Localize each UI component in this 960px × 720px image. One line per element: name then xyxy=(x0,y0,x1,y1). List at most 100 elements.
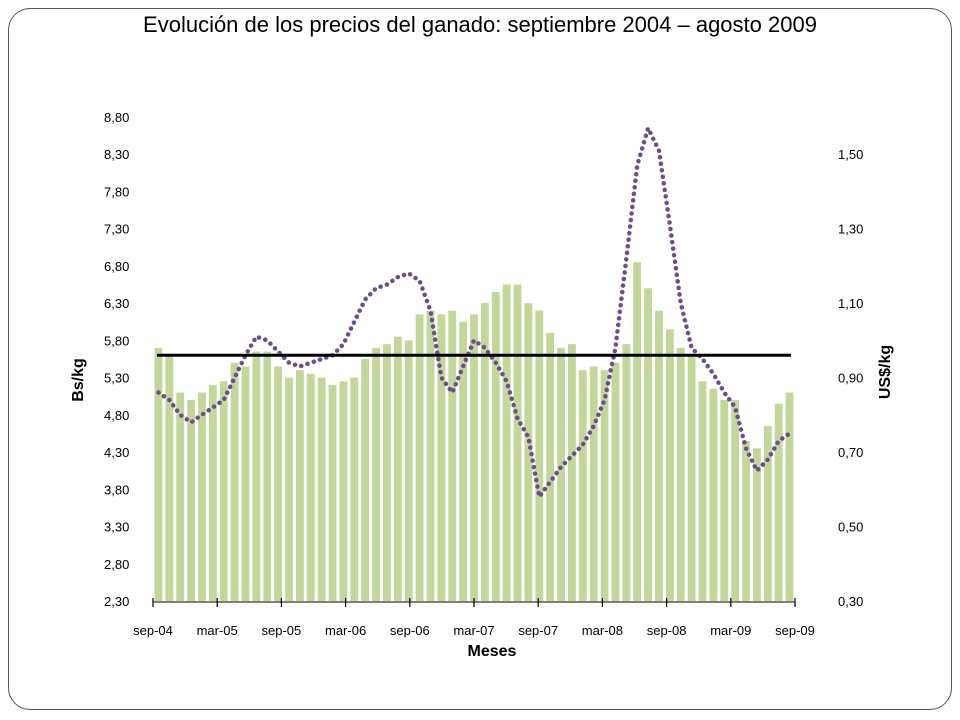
bar xyxy=(208,385,217,601)
bar xyxy=(589,366,598,601)
y-left-tick-label: 5,80 xyxy=(104,333,129,348)
bar xyxy=(557,347,565,601)
y-left-tick-label: 6,30 xyxy=(104,296,129,311)
y-right-ticks: 0,30 0,50 0,70 0,90 1,10 1,30 1,50 xyxy=(838,147,863,609)
y-left-tick-label: 3,30 xyxy=(104,520,129,535)
chart-title: Evolución de los precios del ganado: sep… xyxy=(143,12,817,37)
bar xyxy=(404,340,413,601)
bar xyxy=(230,362,239,601)
bar xyxy=(241,366,250,601)
bar xyxy=(165,355,174,601)
bar xyxy=(263,351,272,601)
y-left-tick-label: 5,30 xyxy=(104,371,129,386)
bar xyxy=(285,377,293,601)
bar xyxy=(437,314,446,601)
bar xyxy=(176,392,185,601)
x-ticks: sep-04 mar-05 sep-05 mar-06 sep-06 mar-07 sep-… xyxy=(133,598,815,638)
y-left-tick-label: 2,80 xyxy=(104,557,129,572)
x-tick-label: mar-06 xyxy=(325,623,366,638)
bar xyxy=(198,392,206,601)
bar xyxy=(644,288,653,601)
bar xyxy=(350,377,359,601)
bar xyxy=(480,303,489,601)
bar xyxy=(459,321,468,601)
bar xyxy=(328,385,337,601)
y-left-tick-label: 6,80 xyxy=(104,259,129,274)
bar xyxy=(709,388,718,601)
x-axis-label: Meses xyxy=(468,643,517,660)
bar xyxy=(361,359,370,601)
bar xyxy=(622,344,631,601)
y-left-ticks: 2,30 2,80 3,30 3,80 4,30 4,80 5,30 5,80 6,30 6,80… xyxy=(104,110,129,609)
bar xyxy=(753,448,761,601)
y-right-tick-label: 1,10 xyxy=(838,296,863,311)
bar xyxy=(535,310,544,601)
bar xyxy=(524,303,533,601)
x-tick-label: mar-08 xyxy=(582,623,623,638)
bars-layer xyxy=(154,262,794,601)
bar xyxy=(317,377,326,601)
x-tick-label: mar-05 xyxy=(197,623,238,638)
y-right-tick-label: 1,50 xyxy=(838,147,863,162)
y-right-tick-label: 0,50 xyxy=(838,520,863,535)
bar xyxy=(611,362,620,601)
bar xyxy=(252,351,261,601)
y-left-tick-label: 7,30 xyxy=(104,222,129,237)
bar xyxy=(568,344,576,601)
x-tick-label: mar-09 xyxy=(710,623,751,638)
bar xyxy=(633,262,642,601)
x-tick-label: sep-08 xyxy=(647,623,687,638)
y-left-axis-label: Bs/kg xyxy=(70,358,87,402)
x-tick-label: sep-04 xyxy=(133,623,173,638)
bar xyxy=(578,370,587,601)
x-tick-label: sep-06 xyxy=(390,623,430,638)
y-left-tick-label: 8,30 xyxy=(104,147,129,162)
bar xyxy=(676,347,685,601)
y-left-tick-label: 8,80 xyxy=(104,110,129,125)
y-left-tick-label: 7,80 xyxy=(104,184,129,199)
y-left-tick-label: 4,30 xyxy=(104,445,129,460)
x-tick-label: mar-07 xyxy=(453,623,494,638)
bar xyxy=(742,440,750,601)
bar xyxy=(426,310,435,601)
bar xyxy=(393,336,402,601)
y-right-tick-label: 1,30 xyxy=(838,222,863,237)
x-tick-label: sep-05 xyxy=(262,623,302,638)
bar xyxy=(665,329,674,601)
line-layer xyxy=(156,121,792,503)
bar xyxy=(600,370,609,601)
bar xyxy=(763,426,772,601)
bar xyxy=(655,310,663,601)
bar xyxy=(187,399,195,601)
bar xyxy=(720,399,729,601)
y-left-tick-label: 2,30 xyxy=(104,594,129,609)
bar xyxy=(502,284,511,601)
bar xyxy=(154,347,163,601)
x-tick-label: sep-07 xyxy=(518,623,558,638)
bar xyxy=(731,399,740,601)
bar xyxy=(785,392,794,601)
bar xyxy=(306,373,315,601)
bar xyxy=(513,284,522,601)
bar xyxy=(372,347,380,601)
bar xyxy=(448,310,457,601)
bar xyxy=(415,314,424,601)
y-left-tick-label: 3,80 xyxy=(104,482,129,497)
bar xyxy=(383,344,391,601)
bar xyxy=(219,381,228,601)
bar xyxy=(339,381,348,601)
bar xyxy=(491,291,500,601)
bar xyxy=(274,366,283,601)
y-right-tick-label: 0,30 xyxy=(838,594,863,609)
y-left-tick-label: 4,80 xyxy=(104,408,129,423)
usd-price-line xyxy=(156,121,792,503)
y-right-tick-label: 0,90 xyxy=(838,371,863,386)
bar xyxy=(774,403,783,601)
y-right-tick-label: 0,70 xyxy=(838,445,863,460)
bar xyxy=(698,381,707,601)
bar xyxy=(546,332,555,601)
x-tick-label: sep-09 xyxy=(775,623,815,638)
bar xyxy=(470,314,478,601)
y-right-axis-label: US$/kg xyxy=(877,345,894,399)
